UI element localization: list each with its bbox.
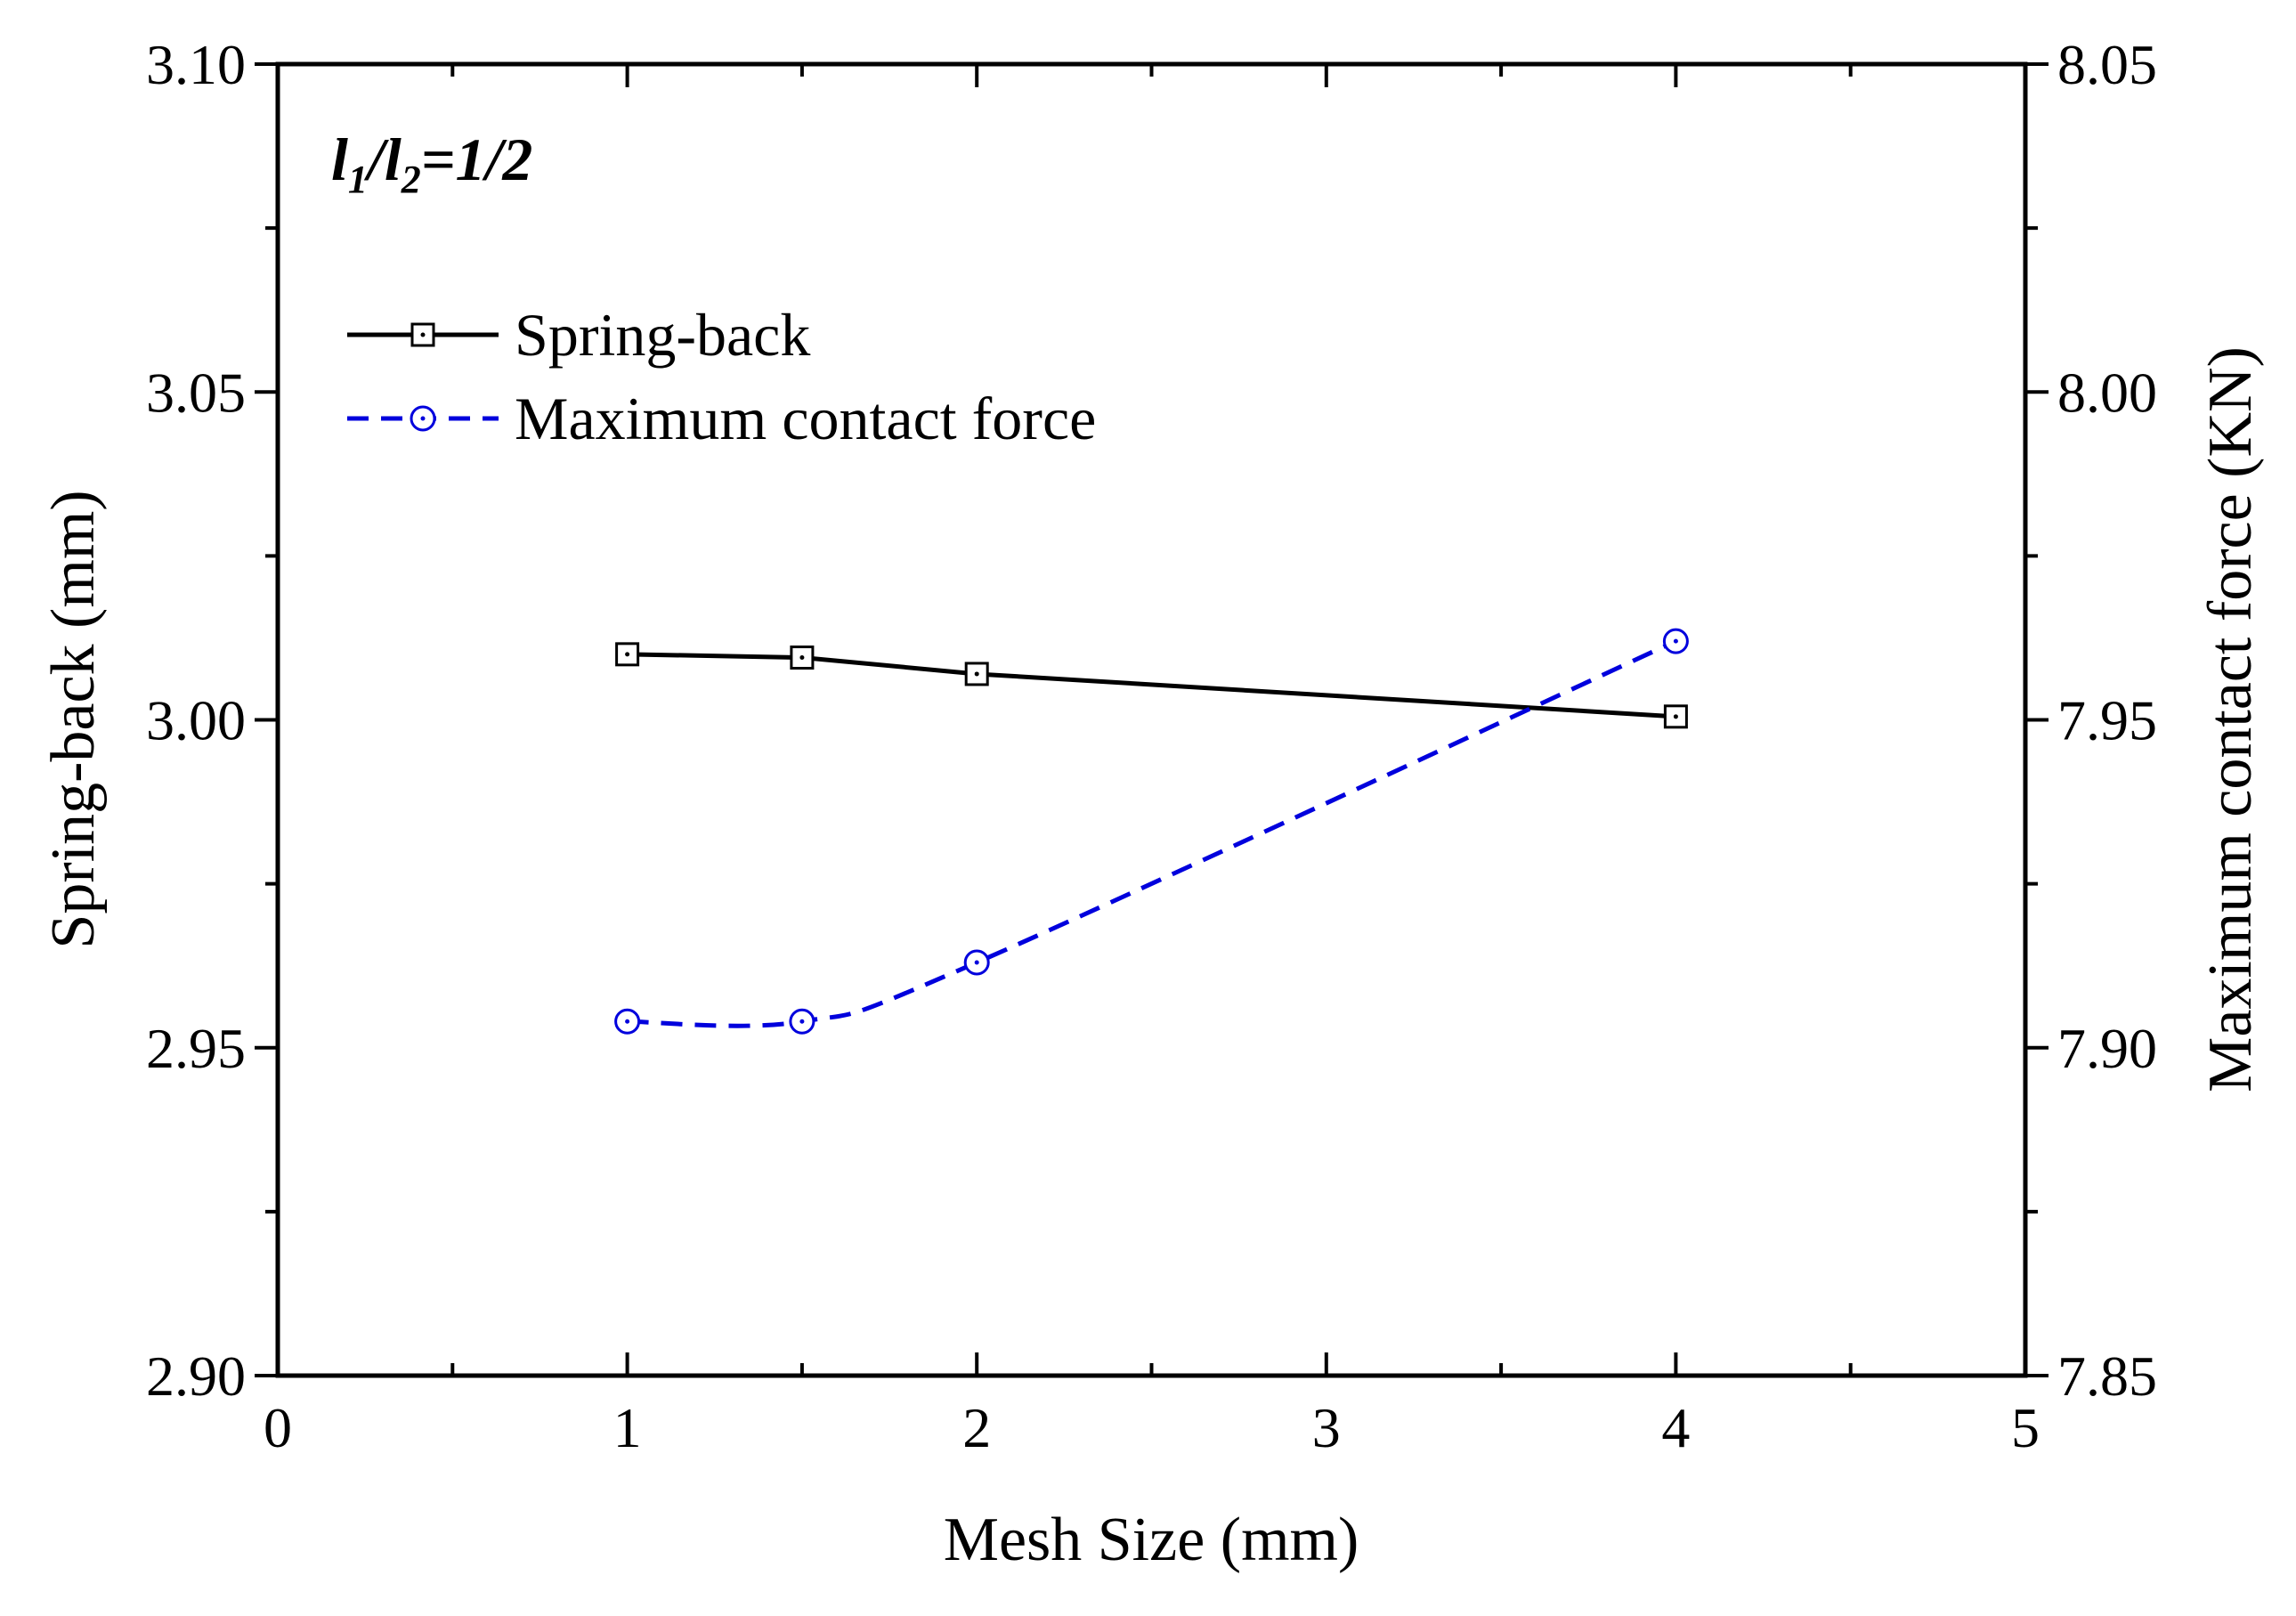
- plot-frame: [275, 61, 2028, 1378]
- spring-back-point-dot: [974, 671, 979, 677]
- legend-marker-square-dot: [420, 332, 426, 337]
- y-left-tick-label: 3.05: [146, 361, 246, 424]
- y-right-tick-label: 7.90: [2057, 1017, 2157, 1080]
- spring-back-point-dot: [1673, 714, 1678, 719]
- x-tick-label: 5: [2011, 1396, 2040, 1459]
- contact-force-point-dot: [1673, 638, 1678, 644]
- x-tick-label: 0: [264, 1396, 292, 1459]
- annotation-l1: l: [331, 126, 348, 193]
- x-axis-title: Mesh Size (mm): [944, 1506, 1359, 1574]
- legend-marker-circle-dot: [420, 416, 426, 421]
- contact-force-point-dot: [974, 960, 979, 965]
- contact-force-point-dot: [625, 1019, 630, 1024]
- y-left-tick-label: 2.95: [146, 1017, 246, 1080]
- y-right-tick-label: 7.95: [2057, 689, 2157, 752]
- x-tick-label: 4: [1661, 1396, 1690, 1459]
- y-axis-left-title: Spring-back (mm): [39, 490, 108, 948]
- legend-label-contact-force: Maximum contact force: [515, 385, 1096, 452]
- ratio-annotation: l1/l2=1/2: [331, 126, 532, 201]
- y-left-tick-label: 2.90: [146, 1344, 246, 1408]
- y-axis-right-title: Maximum contact force (KN): [2196, 346, 2265, 1092]
- legend: Spring-back Maximum contact force: [347, 301, 1096, 452]
- y-left-tick-label: 3.10: [146, 33, 246, 96]
- legend-marker-square: [410, 322, 435, 347]
- x-tick-label: 3: [1312, 1396, 1341, 1459]
- annotation-ratio: =1/2: [421, 126, 533, 193]
- series-layer: [614, 628, 1689, 1035]
- labels-layer: 0 1 2 3 4 52.902.953.003.053.107.857.907.958.…: [146, 33, 2157, 1459]
- series-line-contact-force: [627, 638, 1677, 1028]
- x-tick-label: 1: [613, 1396, 642, 1459]
- contact-force-point-dot: [799, 1019, 805, 1024]
- annotation-l2: l: [385, 126, 402, 193]
- spring-back-point-dot: [799, 655, 805, 661]
- y-right-tick-label: 8.00: [2057, 361, 2157, 424]
- annotation-sub2: 2: [401, 158, 421, 201]
- annotation-sub1: 1: [348, 158, 368, 201]
- series-line-spring-back: [627, 652, 1676, 719]
- x-tick-label: 2: [962, 1396, 991, 1459]
- y-right-tick-label: 7.85: [2057, 1344, 2157, 1408]
- y-left-tick-label: 3.00: [146, 689, 246, 752]
- spring-back-point-dot: [625, 652, 630, 657]
- y-right-tick-label: 8.05: [2057, 33, 2157, 96]
- legend-label-spring-back: Spring-back: [515, 301, 810, 369]
